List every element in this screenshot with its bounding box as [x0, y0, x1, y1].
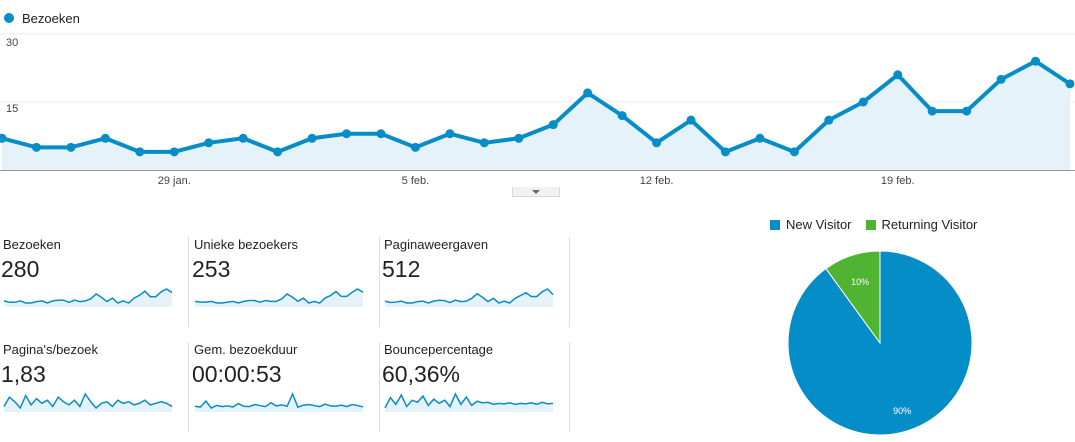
- metric-tile-unique-visitors[interactable]: Unieke bezoekers 253: [191, 237, 380, 327]
- metric-value: 60,36%: [382, 361, 461, 387]
- sparkline-line: [384, 392, 554, 409]
- data-point: [169, 147, 179, 157]
- sparkline-area: [385, 394, 553, 412]
- pie-slice: [825, 250, 881, 345]
- sparkline-line: [384, 288, 554, 304]
- metric-label: Gem. bezoekduur: [194, 342, 298, 357]
- sparkline-line: [3, 392, 173, 410]
- metric-tile-bounce-rate[interactable]: Bouncepercentage 60,36%: [381, 342, 570, 432]
- sparkline-line: [3, 288, 173, 304]
- sparkline-line: [194, 392, 364, 409]
- metric-tile-visits[interactable]: Bezoeken 280: [0, 237, 189, 327]
- metric-tile-avg-visit-duration[interactable]: Gem. bezoekduur 00:00:53: [191, 342, 380, 432]
- pie-slice-label: 90%: [893, 406, 911, 416]
- x-tick-label: 12 feb.: [640, 175, 674, 187]
- data-point: [824, 115, 834, 125]
- data-point: [927, 106, 937, 116]
- metric-value: 253: [192, 256, 231, 282]
- visits-area-chart: 29 jan. 5 feb. 12 feb. 19 feb.: [0, 33, 1075, 187]
- y-tick-label: 30: [6, 37, 19, 49]
- metric-value: 280: [1, 256, 40, 282]
- metric-sparkline: [384, 392, 554, 412]
- data-point: [996, 74, 1006, 84]
- data-point: [686, 115, 696, 125]
- metric-label: Paginaweergaven: [384, 237, 489, 252]
- x-tick-label: 29 jan.: [158, 175, 191, 187]
- data-point: [0, 133, 7, 143]
- metric-sparkline: [3, 392, 173, 412]
- metric-label: Bouncepercentage: [384, 342, 494, 357]
- y-tick-label: 15: [6, 103, 19, 115]
- data-point: [652, 138, 662, 148]
- sparkline-area: [385, 289, 553, 307]
- data-point: [858, 97, 868, 107]
- data-point: [135, 147, 145, 157]
- metric-sparkline: [194, 392, 364, 412]
- data-point: [1031, 56, 1041, 66]
- data-point: [238, 133, 248, 143]
- data-point: [755, 133, 765, 143]
- sparkline-area: [4, 394, 172, 412]
- chart-legend: Bezoeken: [4, 10, 80, 26]
- legend-swatch: [770, 219, 780, 230]
- metric-tile-pages-per-visit[interactable]: Pagina's/bezoek 1,83: [0, 342, 189, 432]
- pie-slice-label: 10%: [851, 277, 869, 287]
- data-point: [893, 70, 903, 80]
- data-point: [342, 129, 352, 139]
- metric-sparkline: [194, 288, 364, 307]
- data-point: [479, 138, 489, 148]
- legend-label: Bezoeken: [22, 10, 80, 26]
- series-dot-icon: [4, 13, 14, 23]
- collapse-chart-button[interactable]: [512, 187, 560, 197]
- metric-value: 00:00:53: [192, 361, 282, 387]
- data-point: [66, 142, 76, 152]
- metric-label: Pagina's/bezoek: [3, 342, 98, 357]
- series-area: [2, 61, 1070, 171]
- metric-label: Bezoeken: [3, 237, 61, 252]
- sparkline-area: [195, 289, 363, 307]
- data-point: [31, 142, 41, 152]
- data-point: [583, 88, 593, 98]
- data-point: [548, 120, 558, 130]
- metric-sparkline: [384, 288, 554, 307]
- metric-value: 512: [382, 256, 421, 282]
- data-point: [445, 129, 455, 139]
- data-point: [307, 133, 317, 143]
- data-point: [1065, 79, 1075, 89]
- legend-swatch: [865, 219, 876, 230]
- metric-value: 1,83: [1, 361, 46, 387]
- data-point: [376, 129, 386, 139]
- metric-tile-pageviews[interactable]: Paginaweergaven 512: [381, 237, 570, 327]
- data-point: [273, 147, 283, 157]
- data-point: [789, 147, 799, 157]
- pie-legend: New Visitor Returning Visitor: [770, 217, 991, 232]
- data-point: [617, 111, 627, 121]
- chevron-down-icon: [532, 189, 540, 194]
- sparkline-area: [195, 394, 363, 412]
- legend-item-new-visitor[interactable]: New Visitor: [770, 217, 852, 232]
- legend-item-returning-visitor[interactable]: Returning Visitor: [865, 217, 978, 232]
- data-point: [514, 133, 524, 143]
- series-line: [1, 59, 1072, 154]
- x-tick-label: 19 feb.: [881, 175, 915, 187]
- data-point: [720, 147, 730, 157]
- visitor-type-pie-chart: 90% 10%: [787, 250, 973, 436]
- data-point: [962, 106, 972, 116]
- sparkline-line: [194, 288, 364, 304]
- x-tick-label: 5 feb.: [402, 175, 430, 187]
- metric-sparkline: [3, 288, 173, 307]
- legend-item-label: Returning Visitor: [881, 217, 978, 232]
- data-point: [100, 133, 110, 143]
- metric-label: Unieke bezoekers: [194, 237, 299, 252]
- data-point: [204, 138, 214, 148]
- sparkline-area: [4, 289, 172, 307]
- data-point: [410, 142, 420, 152]
- legend-item-label: New Visitor: [786, 217, 852, 232]
